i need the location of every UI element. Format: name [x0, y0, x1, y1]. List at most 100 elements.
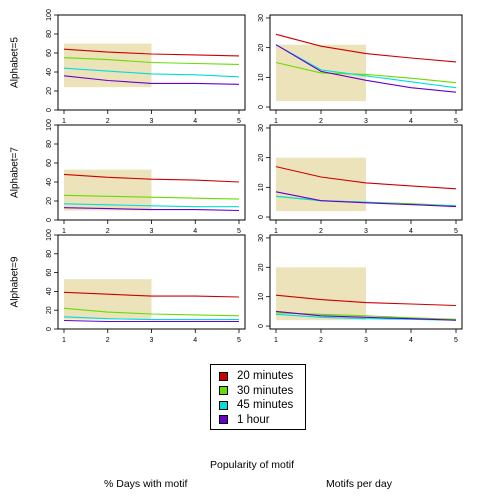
panel-3-1-line-20-minutes	[63, 291, 240, 298]
panel-1-1-ytick-label-100: 100	[46, 9, 53, 21]
panel-1-2-line-20-minutes	[275, 33, 457, 63]
panel-3-1-ytick-label-80: 80	[46, 250, 53, 258]
panel-2-2-ytick-label-30: 30	[258, 124, 265, 132]
panel-3-1-xtick-label-1: 1	[62, 337, 66, 344]
panel-1-2-xtick-label-3: 3	[364, 118, 368, 125]
panel-3-2-xtick-label-4: 4	[409, 337, 413, 344]
panel-1-2-line-30-minutes	[275, 61, 457, 84]
panel-2-2-xtick-label-1: 1	[274, 228, 278, 235]
panel-2-1-line-1-hour	[63, 207, 240, 212]
panel-1-1-xtick-label-2: 2	[106, 118, 110, 125]
panel-2-2-highlight-region	[276, 157, 366, 212]
panel-1-1-line-30-minutes	[63, 57, 240, 65]
panel-1-2-line-45-minutes	[275, 44, 457, 89]
panel-3-2-highlight-region	[276, 267, 366, 321]
panel-3-2-xtick-label-1: 1	[274, 337, 278, 344]
panel-1-2-xtick-label-2: 2	[319, 118, 323, 125]
panel-2-1-ytick-label-40: 40	[46, 178, 53, 186]
panel-2-2-xtick-label-2: 2	[319, 228, 323, 235]
legend: 20 minutes 30 minutes 45 minutes 1 hour	[210, 364, 306, 430]
panel-2-1-ytick-label-20: 20	[46, 197, 53, 205]
panel-2-1-xtick-label-3: 3	[150, 228, 154, 235]
panel-1-1-ytick-label-80: 80	[46, 30, 53, 38]
legend-swatch-30-minutes	[219, 386, 228, 396]
panel-2-1-ytick-label-100: 100	[46, 119, 53, 131]
panel-2-2-ytick-label-20: 20	[258, 154, 265, 162]
panel-2-1-line-45-minutes	[63, 203, 239, 208]
panel-2-2-xtick-label-5: 5	[454, 228, 458, 235]
panel-1-1-line-45-minutes	[63, 67, 240, 78]
panel-1-1-xtick-label-5: 5	[237, 118, 241, 125]
panel-1-2-ytick-label-0: 0	[258, 105, 265, 109]
panel-2-1-xtick-label-4: 4	[193, 228, 197, 235]
figure-caption-right: Motifs per day	[326, 478, 392, 490]
panel-2-2-line-20-minutes	[275, 166, 457, 190]
panel-1-1-xtick-label-1: 1	[62, 118, 66, 125]
row-label-alphabet-7: Alphabet=7	[10, 147, 21, 198]
figure-caption-center: Popularity of motif	[210, 459, 295, 471]
panel-3-2-ytick-label-20: 20	[258, 263, 265, 271]
panel-3-2-xtick-label-5: 5	[454, 337, 458, 344]
legend-item-45-minutes: 45 minutes	[219, 398, 305, 413]
panel-3-1-ytick-label-0: 0	[46, 327, 53, 331]
panel-3-2-ytick-label-30: 30	[258, 234, 265, 242]
panel-1-2-xtick-label-1: 1	[274, 118, 278, 125]
legend-item-20-minutes: 20 minutes	[219, 369, 305, 384]
panel-2-2-xtick-label-3: 3	[364, 228, 368, 235]
panel-1-1-ytick-label-0: 0	[46, 108, 53, 112]
row-label-alphabet-9: Alphabet=9	[10, 256, 21, 307]
panel-1-1-line-20-minutes	[63, 48, 240, 57]
panel-3-2-line-20-minutes	[275, 294, 457, 307]
panel-1-1-ytick-label-60: 60	[46, 49, 53, 57]
panel-3-2-ytick-label-0: 0	[258, 324, 265, 328]
legend-swatch-20-minutes	[219, 371, 228, 381]
figure-caption-left: % Days with motif	[104, 478, 188, 490]
panel-3-1-ytick-label-100: 100	[46, 229, 53, 241]
panel-3-1-line-45-minutes	[63, 316, 239, 321]
legend-label-1-hour: 1 hour	[237, 413, 270, 426]
panel-1-2-line-1-hour	[275, 44, 457, 93]
panel-2-1-xtick-label-2: 2	[106, 228, 110, 235]
panel-2-2-xtick-label-4: 4	[409, 228, 413, 235]
panel-2-1-ytick-label-60: 60	[46, 159, 53, 167]
panel-3-1-line-1-hour	[63, 319, 239, 323]
legend-item-30-minutes: 30 minutes	[219, 384, 305, 399]
panel-2-1-ytick-label-0: 0	[46, 218, 53, 222]
panel-1-2-xtick-label-5: 5	[454, 118, 458, 125]
panel-3-2-ytick-label-10: 10	[258, 293, 265, 301]
panel-3-2-xtick-label-3: 3	[364, 337, 368, 344]
panel-1-2-ytick-label-20: 20	[258, 44, 265, 52]
panel-1-1-ytick-label-40: 40	[46, 68, 53, 76]
panel-1-2-ytick-label-10: 10	[258, 73, 265, 81]
panel-3-1-ytick-label-20: 20	[46, 306, 53, 314]
legend-label-45-minutes: 45 minutes	[237, 399, 294, 412]
panel-2-2-ytick-label-10: 10	[258, 183, 265, 191]
panel-2-1-xtick-label-1: 1	[62, 228, 66, 235]
panel-3-1-xtick-label-4: 4	[193, 337, 197, 344]
panel-2-1-ytick-label-80: 80	[46, 140, 53, 148]
panel-3-1-ytick-label-60: 60	[46, 269, 53, 277]
legend-label-20-minutes: 20 minutes	[237, 370, 294, 383]
panel-3-1-xtick-label-3: 3	[150, 337, 154, 344]
panel-2-1-line-30-minutes	[63, 194, 240, 200]
panel-3-1-xtick-label-5: 5	[237, 337, 241, 344]
panel-1-1-line-1-hour	[63, 75, 240, 85]
row-label-alphabet-5: Alphabet=5	[10, 37, 21, 88]
panel-1-1-xtick-label-4: 4	[193, 118, 197, 125]
legend-swatch-45-minutes	[219, 400, 228, 410]
panel-2-2-line-1-hour	[275, 191, 457, 208]
legend-item-1-hour: 1 hour	[219, 413, 305, 428]
panel-2-1-line-20-minutes	[63, 173, 240, 183]
panel-1-1-highlight-region	[64, 43, 152, 88]
panel-1-1-xtick-label-3: 3	[150, 118, 154, 125]
panel-3-1-line-30-minutes	[63, 307, 240, 317]
panel-1-1-ytick-label-20: 20	[46, 87, 53, 95]
legend-swatch-1-hour	[219, 415, 228, 425]
legend-label-30-minutes: 30 minutes	[237, 384, 294, 397]
panel-1-2-xtick-label-4: 4	[409, 118, 413, 125]
panel-3-1-ytick-label-40: 40	[46, 287, 53, 295]
panel-3-2-line-1-hour	[275, 310, 457, 321]
panel-3-1-xtick-label-2: 2	[106, 337, 110, 344]
panel-2-1-xtick-label-5: 5	[237, 228, 241, 235]
